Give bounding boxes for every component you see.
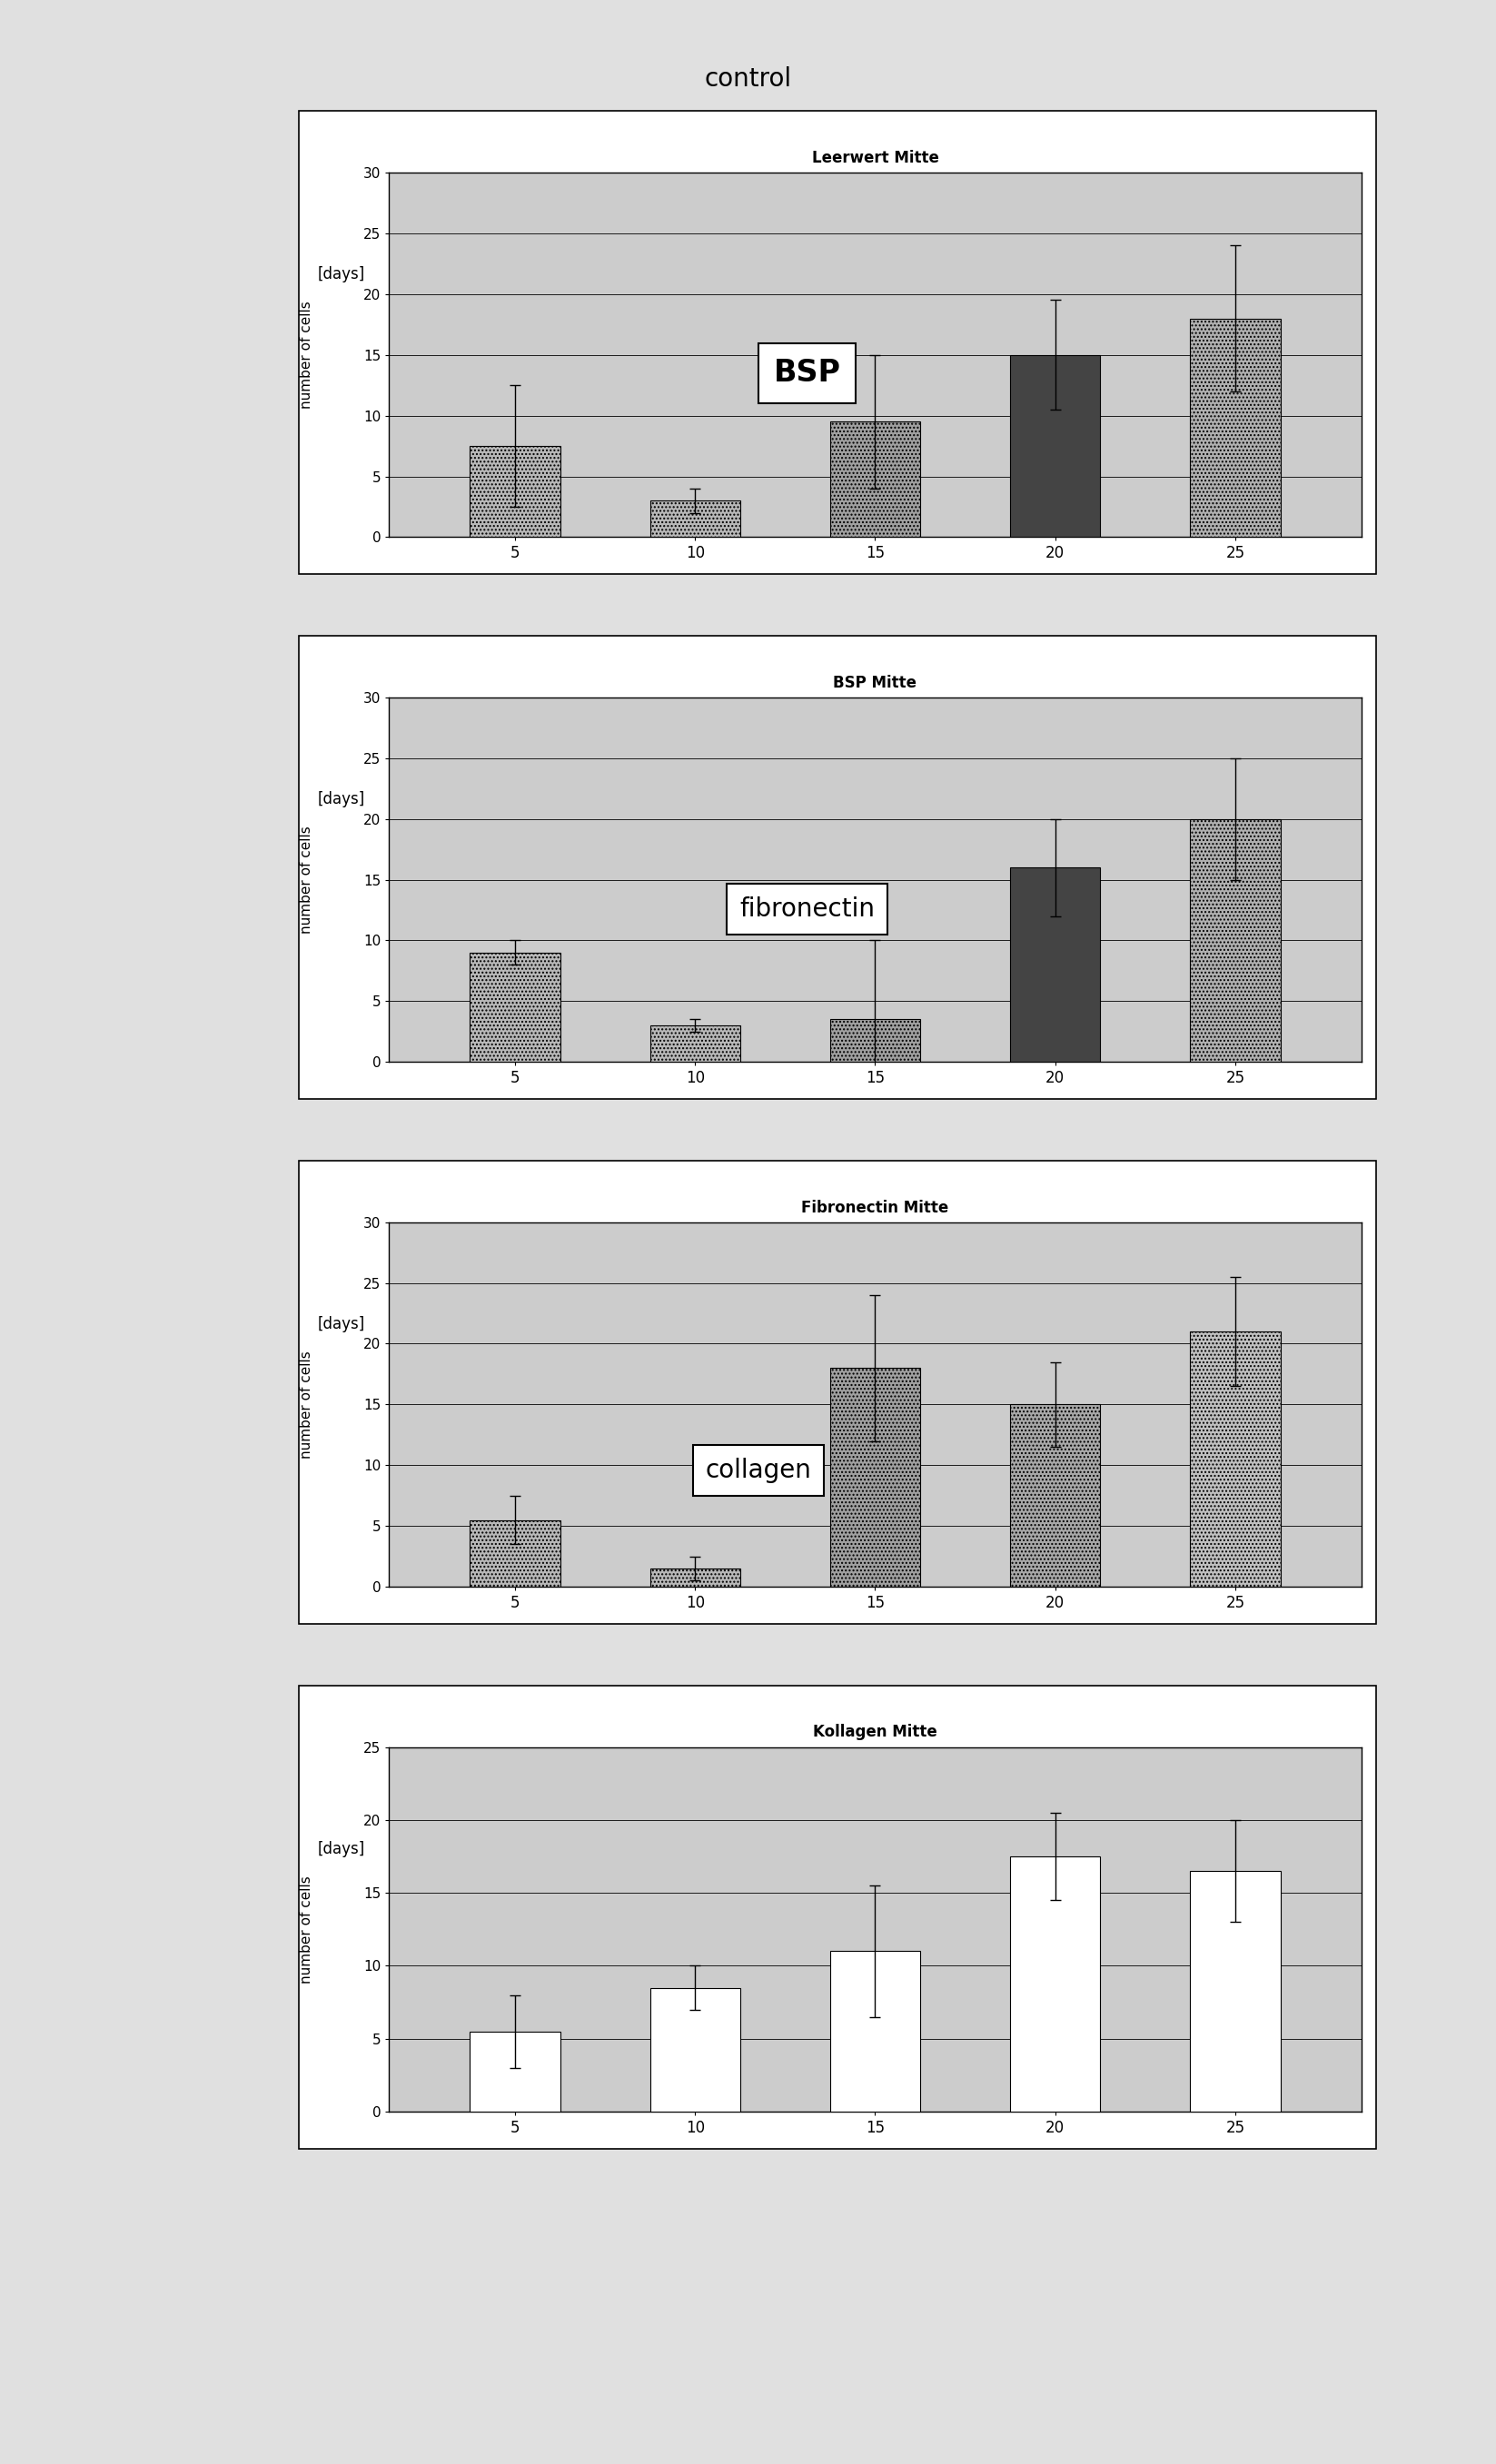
Bar (830, 1368, 920, 1587)
Bar (1191, 318, 1281, 537)
Text: fibronectin: fibronectin (739, 897, 875, 922)
Bar (470, 2030, 560, 2112)
Bar (1010, 1404, 1100, 1587)
Title: Kollagen Mitte: Kollagen Mitte (812, 1725, 938, 1740)
Bar (1010, 355, 1100, 537)
Text: [days]: [days] (317, 266, 365, 283)
Text: [days]: [days] (317, 1841, 365, 1858)
Text: number of cells: number of cells (299, 301, 314, 409)
Bar (651, 500, 741, 537)
Text: BSP: BSP (773, 357, 841, 387)
Bar (651, 1988, 741, 2112)
Bar (470, 954, 560, 1062)
Title: Leerwert Mitte: Leerwert Mitte (812, 150, 938, 165)
Text: collagen: collagen (706, 1456, 811, 1483)
Bar (830, 1951, 920, 2112)
Title: Fibronectin Mitte: Fibronectin Mitte (802, 1200, 948, 1215)
Bar (470, 1520, 560, 1587)
Bar (1010, 1855, 1100, 2112)
Bar (470, 446, 560, 537)
Bar (1191, 818, 1281, 1062)
Text: [days]: [days] (317, 1316, 365, 1333)
Text: number of cells: number of cells (299, 1875, 314, 1984)
Text: number of cells: number of cells (299, 825, 314, 934)
Bar (1191, 1870, 1281, 2112)
Text: [days]: [days] (317, 791, 365, 808)
Bar (651, 1570, 741, 1587)
Text: number of cells: number of cells (299, 1350, 314, 1459)
Bar (1191, 1331, 1281, 1587)
Text: control: control (705, 67, 791, 91)
Title: BSP Mitte: BSP Mitte (833, 675, 917, 690)
Bar (651, 1025, 741, 1062)
Bar (830, 421, 920, 537)
Bar (1010, 867, 1100, 1062)
Bar (830, 1020, 920, 1062)
